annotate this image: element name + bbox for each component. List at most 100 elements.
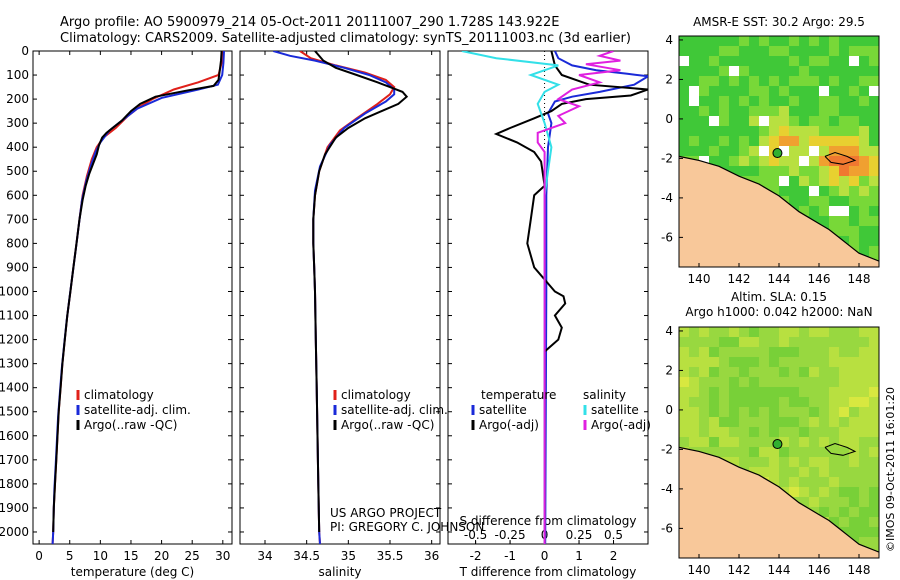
map-cell [869, 527, 879, 538]
x-tick-label: 2 [610, 549, 618, 563]
map-cell [719, 76, 730, 87]
map-cell [699, 327, 710, 338]
map-cell [859, 477, 870, 488]
map-cell [809, 377, 820, 388]
x-tick-label: 34.5 [293, 549, 320, 563]
map-cell [789, 347, 800, 358]
map-cell [749, 387, 760, 398]
map-cell [829, 407, 840, 418]
map-cell [759, 327, 770, 338]
map-cell [729, 46, 740, 57]
map-cell [809, 196, 820, 207]
map-cell [869, 166, 879, 177]
map-cell [839, 46, 850, 57]
map-cell [809, 66, 820, 77]
map-cell [779, 467, 790, 478]
map-cell [859, 497, 870, 508]
map-cell [689, 146, 700, 157]
map-cell [799, 367, 810, 378]
map-cell [709, 407, 720, 418]
map-cell [709, 86, 720, 97]
x-tick-label: -1 [504, 549, 516, 563]
map-cell [839, 497, 850, 508]
map-cell [759, 176, 770, 187]
map-cell [849, 497, 860, 508]
map-cell [789, 357, 800, 368]
map-cell [739, 407, 750, 418]
map-cell [729, 437, 740, 448]
map-cell [819, 66, 830, 77]
map-cell [809, 146, 820, 157]
map-cell [769, 156, 780, 167]
map-cell [839, 357, 850, 368]
map-cell [829, 196, 840, 207]
map-cell [819, 116, 830, 127]
map-cell [739, 116, 750, 127]
map-cell [789, 76, 800, 87]
map-cell [869, 226, 879, 237]
x-tick-label: 0 [541, 549, 549, 563]
map-cell [809, 487, 820, 498]
map-cell [769, 457, 780, 468]
map-cell [759, 387, 770, 398]
map-cell [709, 377, 720, 388]
map-cell [849, 337, 860, 348]
depth-tick-label: 1500 [0, 405, 29, 419]
map-cell [749, 136, 760, 147]
map-cell [859, 186, 870, 197]
map-cell [749, 266, 760, 267]
map-cell [869, 116, 879, 127]
map-cell [759, 447, 770, 458]
map-cell [769, 36, 780, 47]
map-cell [769, 76, 780, 87]
map-cell [729, 387, 740, 398]
map-cell [689, 116, 700, 127]
map-cell [729, 457, 740, 468]
map-cell [769, 357, 780, 368]
map-cell [679, 337, 690, 348]
map-cell [849, 156, 860, 167]
map-cell [809, 407, 820, 418]
map-cell [779, 66, 790, 77]
map-cell [819, 477, 830, 488]
map-cell [849, 427, 860, 438]
map-cell [869, 437, 879, 448]
map-cell [689, 56, 700, 67]
map-cell [729, 397, 740, 408]
map-cell [699, 76, 710, 87]
map-cell [689, 407, 700, 418]
map-cell [759, 36, 770, 47]
map-cell [769, 377, 780, 388]
map-cell [709, 437, 720, 448]
map-cell [779, 367, 790, 378]
map-cell [829, 266, 840, 267]
map-cell [869, 156, 879, 167]
map-cell [699, 427, 710, 438]
coastline [679, 446, 879, 553]
map-cell [789, 136, 800, 147]
figure-title-line1: Argo profile: AO 5900979_214 05-Oct-2011… [60, 15, 559, 30]
map-cell [799, 206, 810, 217]
map-cell [739, 126, 750, 137]
map-cell [809, 166, 820, 177]
map-cell [859, 196, 870, 207]
map-cell [859, 487, 870, 498]
depth-tick-label: 1700 [0, 453, 29, 467]
map-cell [819, 357, 830, 368]
x-tick-label: 5 [66, 549, 74, 563]
map-cell [749, 457, 760, 468]
map-cell [869, 66, 879, 77]
map-cell [769, 186, 780, 197]
map-cell [729, 146, 740, 157]
map-cell [829, 96, 840, 107]
map-cell [819, 46, 830, 57]
map-cell [869, 206, 879, 217]
map-cell [809, 126, 820, 137]
depth-tick-label: 500 [6, 164, 29, 178]
map-cell [739, 56, 750, 67]
map-cell [839, 387, 850, 398]
depth-tick-label: 1400 [0, 381, 29, 395]
map-cell [769, 166, 780, 177]
legend-label-0: climatology [84, 388, 154, 402]
map-cell [759, 136, 770, 147]
